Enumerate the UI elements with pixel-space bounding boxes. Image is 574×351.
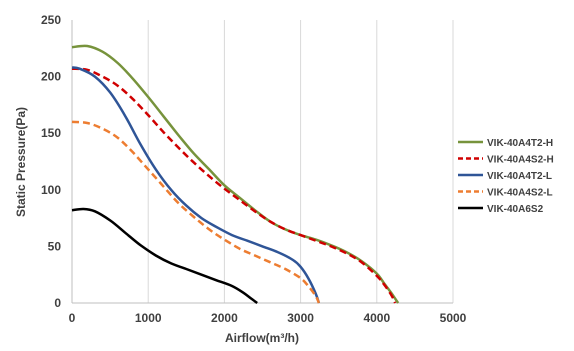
legend-label-vik-40a4s2-l: VIK-40A4S2-L [487,188,553,199]
y-tick-label: 0 [54,296,61,310]
y-tick-label: 50 [48,239,62,253]
legend-label-vik-40a4s2-h: VIK-40A4S2-H [487,155,554,166]
series-line-vik-40a4t2-l [71,66,321,304]
x-tick-label: 4000 [363,311,390,325]
series-line-vik-40a6s2 [71,207,258,305]
x-axis-title: Airflow(m³/h) [225,331,299,345]
legend: VIK-40A4T2-H VIK-40A4S2-H VIK-40A4T2-L VIK-… [458,138,554,215]
series-line-vik-40a4s2-h [71,67,397,304]
y-tick-label: 200 [41,70,61,84]
legend-label-vik-40a4t2-h: VIK-40A4T2-H [487,138,553,149]
y-axis-title: Static Pressure(Pa) [14,107,28,217]
y-tick-label: 150 [41,126,61,140]
series-layer [71,44,400,305]
legend-label-vik-40a4t2-l: VIK-40A4T2-L [487,171,552,182]
series-line-vik-40a4s2-l [71,120,321,304]
x-tick-label: 3000 [287,311,314,325]
x-tick-label: 0 [69,311,76,325]
x-tick-label: 5000 [440,311,467,325]
legend-label-vik-40a6s2: VIK-40A6S2 [487,204,544,215]
y-tick-label: 250 [41,13,61,27]
x-tick-label: 1000 [135,311,162,325]
axis-layer: 0 1000 2000 3000 4000 5000 0 50 100 150 200 250 [41,13,467,325]
grid-layer [147,20,454,303]
y-tick-label: 100 [41,183,61,197]
x-tick-label: 2000 [211,311,238,325]
